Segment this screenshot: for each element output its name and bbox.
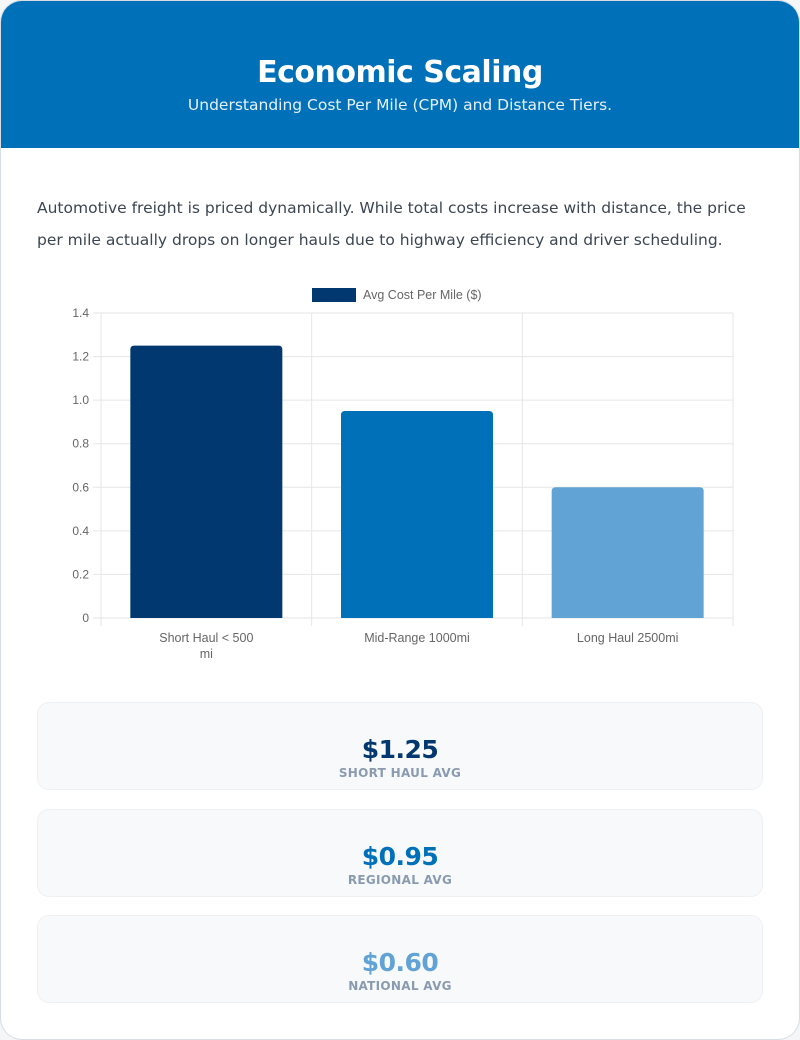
y-tick-label: 0: [82, 611, 89, 625]
y-tick-label: 0.2: [72, 567, 89, 581]
page-subtitle: Understanding Cost Per Mile (CPM) and Di…: [187, 96, 613, 114]
intro-paragraph: Automotive freight is priced dynamically…: [37, 199, 746, 249]
x-tick-label: Short Haul < 500: [159, 631, 253, 645]
y-tick-label: 0.4: [72, 524, 89, 538]
y-tick-label: 0.8: [72, 437, 89, 451]
x-tick-label: Long Haul 2500mi: [577, 631, 678, 645]
y-tick-label: 0.6: [72, 480, 89, 494]
x-tick-label: mi: [200, 647, 213, 661]
x-tick-label: Mid-Range 1000mi: [364, 631, 470, 645]
stat-card-regional: $0.95 REGIONAL AVG: [37, 809, 763, 897]
stat-card-short-haul: $1.25 SHORT HAUL AVG: [37, 702, 763, 790]
stat-label: NATIONAL AVG: [348, 979, 452, 993]
stat-value: $0.60: [361, 948, 439, 977]
legend-swatch: [312, 288, 356, 302]
legend-label: Avg Cost Per Mile ($): [363, 288, 482, 302]
y-tick-label: 1.2: [72, 350, 89, 364]
stat-card-national: $0.60 NATIONAL AVG: [37, 915, 763, 1003]
bar: [341, 411, 493, 618]
y-tick-label: 1.0: [72, 393, 89, 407]
stat-value: $1.25: [361, 735, 439, 764]
page-title: Economic Scaling: [257, 55, 543, 90]
bar: [551, 487, 704, 618]
stat-label: REGIONAL AVG: [347, 873, 453, 887]
page-header: Economic Scaling Understanding Cost Per …: [1, 1, 799, 148]
stat-value: $0.95: [361, 842, 439, 871]
y-tick-label: 1.4: [72, 306, 89, 320]
stat-label: SHORT HAUL AVG: [338, 766, 462, 780]
cost-per-mile-chart: 0 0.2 0.4 0.6 0.8 1.0 1.2 1.4 Short Haul < 500 mi…: [72, 288, 734, 661]
bar: [130, 345, 283, 618]
